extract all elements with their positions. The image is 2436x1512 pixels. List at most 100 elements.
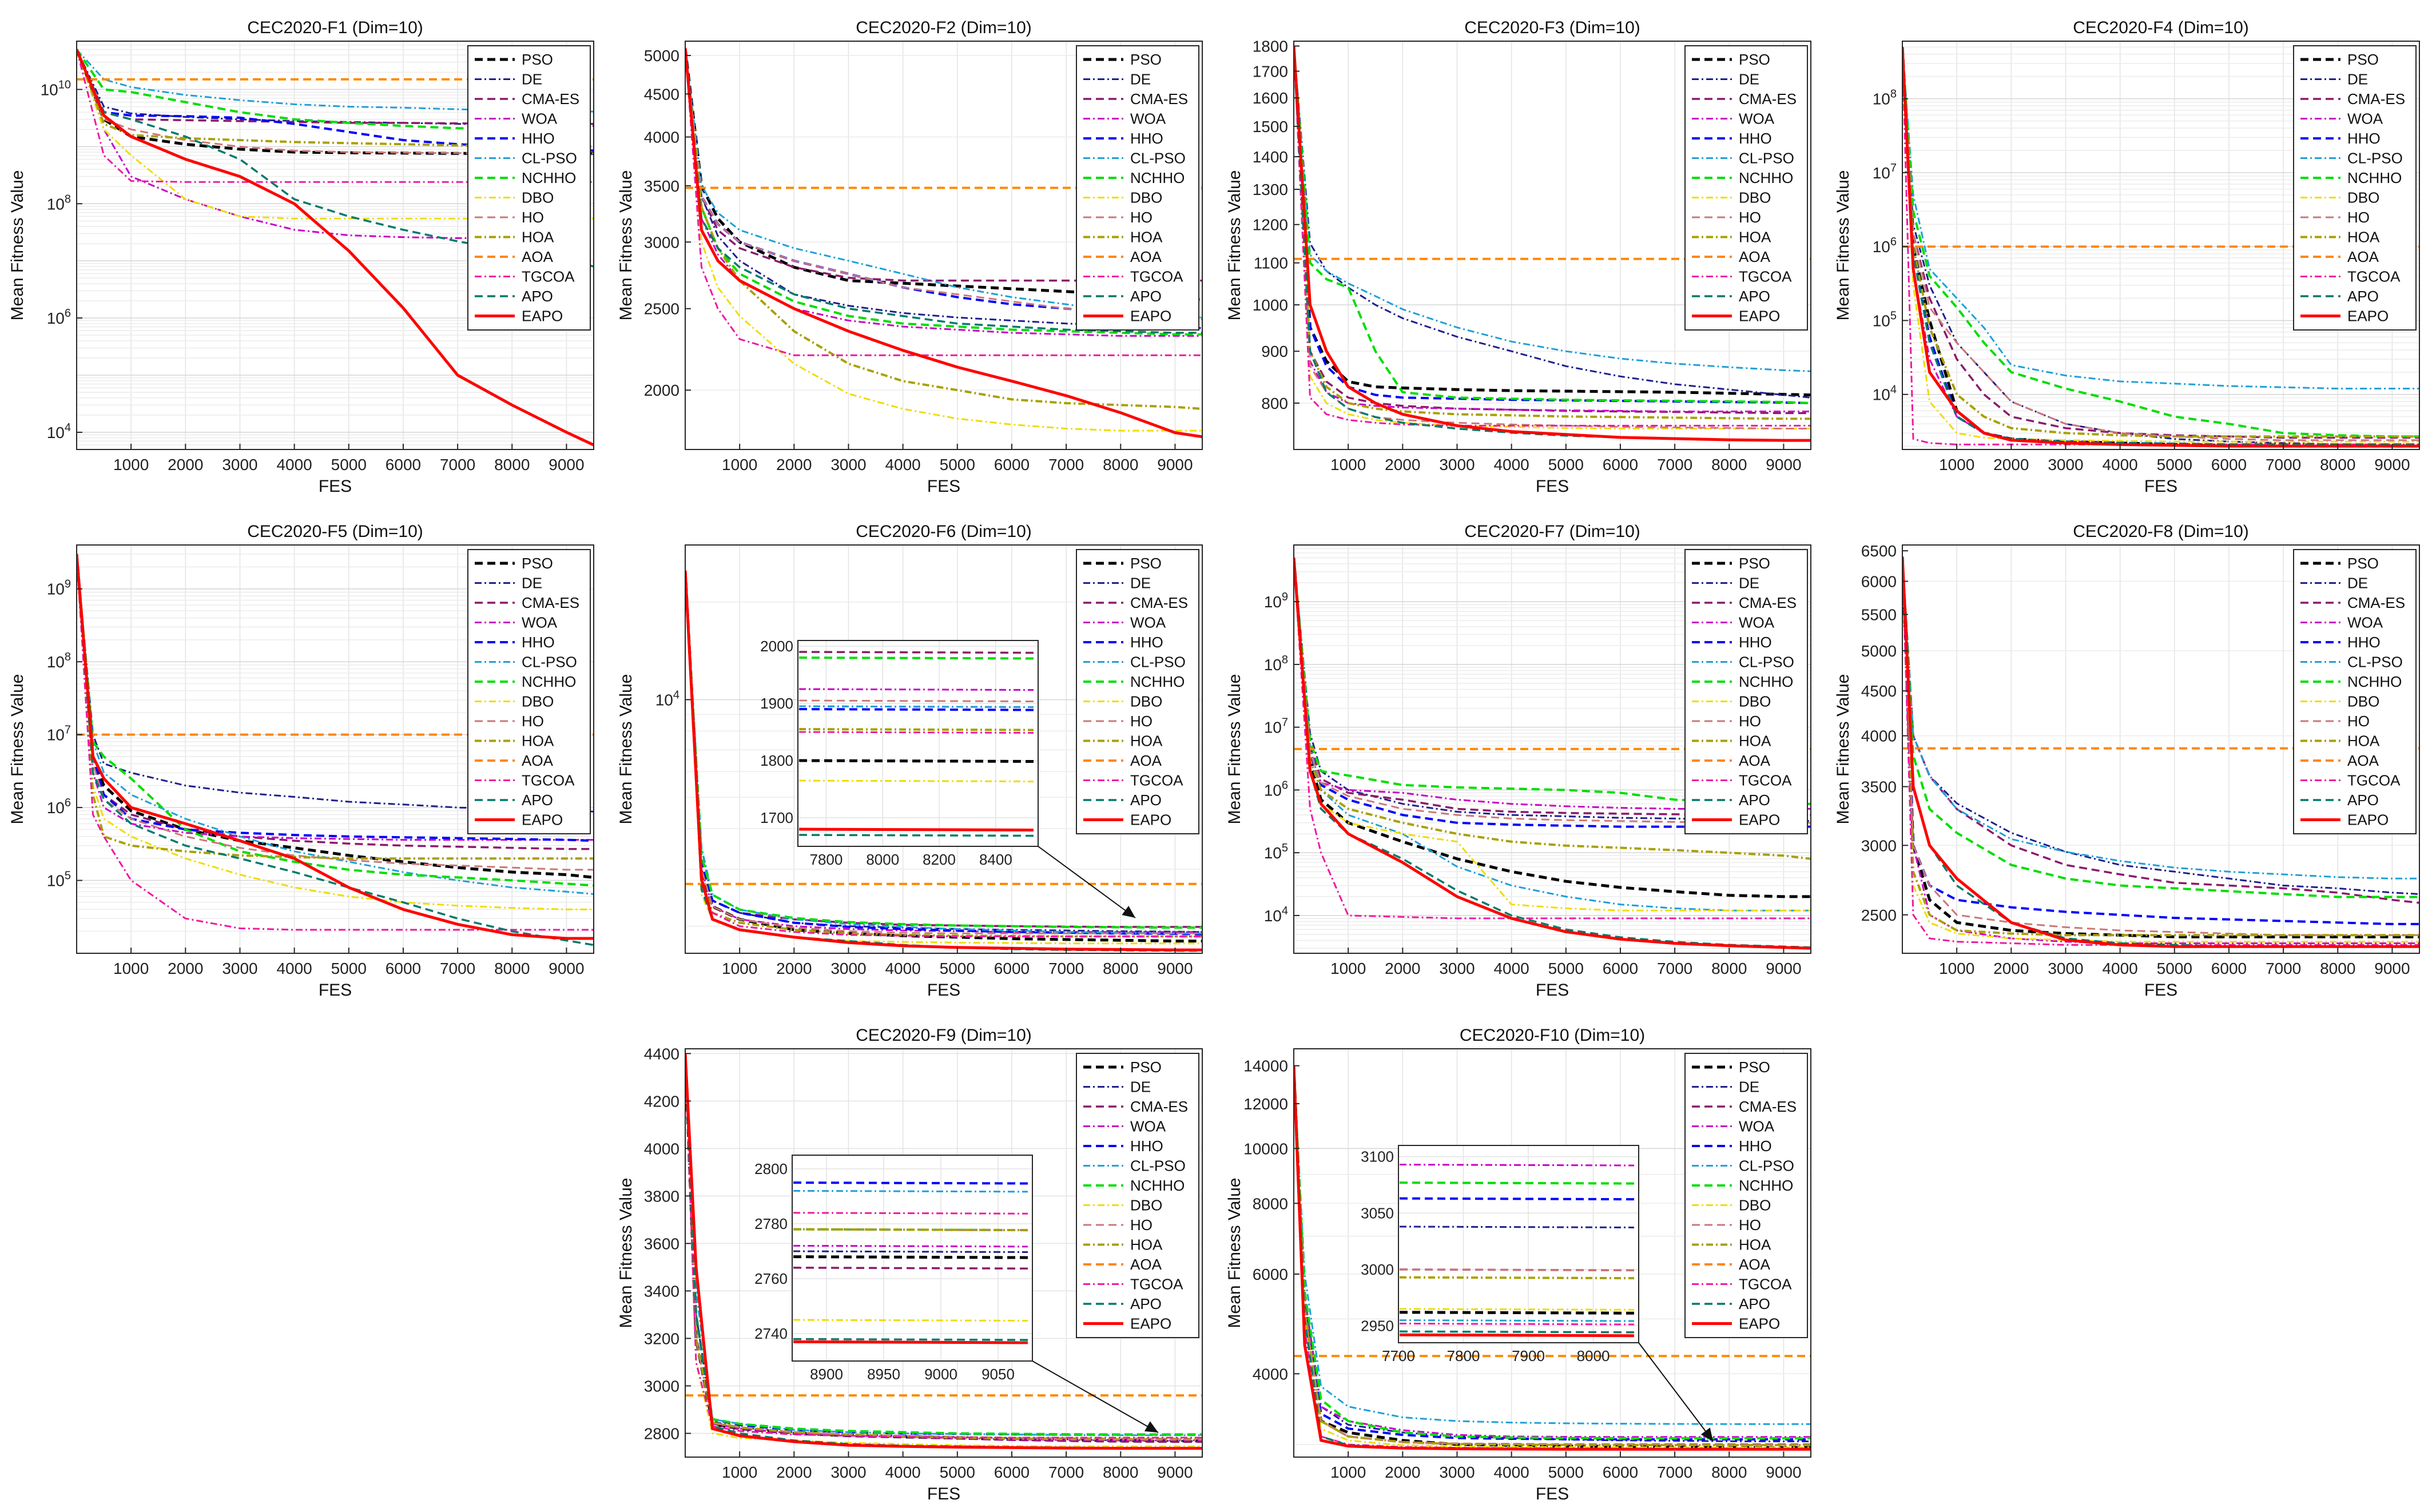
legend-label: WOA xyxy=(522,110,558,128)
legend-label: APO xyxy=(1130,791,1162,809)
inset-series-line-hho xyxy=(798,708,1034,711)
x-tick-label: 3000 xyxy=(1439,1463,1475,1481)
legend-label: WOA xyxy=(2347,614,2383,631)
x-tick-label: 8000 xyxy=(1103,456,1138,474)
legend-label: DE xyxy=(522,575,542,592)
x-tick-label: 9000 xyxy=(1766,960,1801,977)
x-tick-label: 8000 xyxy=(494,960,530,977)
legend-label: TGCOA xyxy=(1130,1276,1183,1293)
legend-label: TGCOA xyxy=(1739,1276,1792,1293)
legend-label: NCHHO xyxy=(1739,169,1793,186)
legend-label: HOA xyxy=(2347,733,2380,750)
y-tick-label: 3000 xyxy=(1861,837,1897,854)
x-tick-label: 2000 xyxy=(776,1463,812,1481)
series-line-cl-pso xyxy=(685,1053,1202,1437)
legend-label: APO xyxy=(522,288,553,305)
x-tick-label: 4000 xyxy=(276,456,312,474)
legend-label: HO xyxy=(1739,209,1761,226)
inset-y-tick-label: 2760 xyxy=(754,1270,788,1287)
series-group xyxy=(1294,46,1811,442)
legend-label: CMA-ES xyxy=(2347,90,2405,108)
x-tick-label: 5000 xyxy=(331,456,367,474)
y-tick-label: 4500 xyxy=(1861,682,1897,700)
series-line-eapo xyxy=(77,554,594,940)
y-tick-label: 6500 xyxy=(1861,542,1897,560)
inset-series-line-woa xyxy=(793,1244,1028,1248)
legend-box xyxy=(1076,549,1199,834)
series-line-ho xyxy=(1294,1065,1811,1446)
legend-label: CMA-ES xyxy=(2347,594,2405,611)
series-line-dbo xyxy=(1902,556,2419,943)
legend-label: CMA-ES xyxy=(1739,594,1797,611)
legend-label: DBO xyxy=(2347,693,2379,710)
legend-label: DBO xyxy=(1130,189,1162,206)
legend-label: CMA-ES xyxy=(522,594,579,611)
legend-label: HO xyxy=(2347,209,2370,226)
series-line-woa xyxy=(1294,558,1811,810)
x-tick-label: 6000 xyxy=(994,960,1030,977)
legend-label: TGCOA xyxy=(1130,772,1183,789)
series-line-hoa xyxy=(1902,47,2419,438)
inset-y-tick-label: 2780 xyxy=(754,1215,788,1232)
legend-box xyxy=(1684,45,1808,331)
legend-label: CMA-ES xyxy=(1130,594,1188,611)
inset-series-line-hoa xyxy=(798,728,1034,731)
legend-label: AOA xyxy=(522,248,554,265)
y-tick-label: 1600 xyxy=(1253,89,1288,107)
x-tick-label: 5000 xyxy=(940,960,975,977)
legend-label: TGCOA xyxy=(1130,268,1183,285)
legend-label: PSO xyxy=(1130,51,1162,68)
y-tick-label: 5500 xyxy=(1861,606,1897,623)
inset-series-line-dbo xyxy=(793,1319,1028,1322)
x-tick-label: 4000 xyxy=(885,960,920,977)
x-tick-label: 8000 xyxy=(1711,960,1747,977)
inset-arrow-line xyxy=(1032,1360,1159,1433)
series-line-de xyxy=(77,554,594,813)
inset-arrow-line xyxy=(1638,1342,1714,1442)
inset-series-line-tgcoa xyxy=(793,1212,1028,1215)
y-tick-label: 3800 xyxy=(644,1187,679,1205)
legend-label: DBO xyxy=(2347,189,2379,206)
x-tick-label: 1000 xyxy=(1330,960,1366,977)
inset-x-tick-label: 8900 xyxy=(810,1366,843,1383)
x-tick-label: 2000 xyxy=(1385,456,1420,474)
series-line-cma-es xyxy=(685,48,1202,282)
plot-frame xyxy=(76,41,594,450)
series-line-eapo xyxy=(1294,46,1811,442)
legend: PSO DE CMA-ES WOA HHO CL-PSO NCHHO DBO HO HOA AOA T… xyxy=(2293,45,2417,331)
x-tick-label: 9000 xyxy=(1157,960,1193,977)
legend: PSO DE CMA-ES WOA HHO CL-PSO NCHHO DBO HO HOA AOA T… xyxy=(467,45,591,331)
inset-series-line-hoa xyxy=(1399,1276,1635,1280)
plot-frame xyxy=(1293,544,1811,954)
y-tick-label: 1100 xyxy=(1254,254,1288,272)
inset-frame xyxy=(797,640,1039,847)
x-tick-label: 9000 xyxy=(549,456,584,474)
series-line-nchho xyxy=(685,570,1202,929)
legend-label: HOA xyxy=(522,733,554,750)
legend-label: DE xyxy=(1739,1079,1759,1096)
series-line-de xyxy=(1294,46,1811,399)
inset-series-line-woa xyxy=(798,688,1034,691)
legend-label: HHO xyxy=(1739,634,1772,651)
chart-title: CEC2020-F4 (Dim=10) xyxy=(2073,18,2249,37)
inset-series-line-ho xyxy=(798,699,1034,702)
legend-label: APO xyxy=(1739,791,1770,809)
y-axis-label: Mean Fitness Value xyxy=(1225,170,1244,321)
legend-label: CMA-ES xyxy=(522,90,579,108)
legend-label: APO xyxy=(1130,1295,1162,1312)
x-tick-label: 2000 xyxy=(1993,960,2029,977)
legend-label: DE xyxy=(1739,575,1759,592)
x-tick-label: 4000 xyxy=(1493,456,1529,474)
legend-label: APO xyxy=(522,791,553,809)
y-axis-label: Mean Fitness Value xyxy=(617,674,635,825)
y-tick-label: 14000 xyxy=(1243,1057,1288,1075)
inset-x-tick-label: 9050 xyxy=(981,1366,1015,1383)
x-axis-label: FES xyxy=(319,477,352,496)
y-tick-label: 3200 xyxy=(644,1330,679,1347)
legend-label: APO xyxy=(1739,288,1770,305)
legend-label: HHO xyxy=(1130,130,1163,147)
legend-label: NCHHO xyxy=(2347,673,2402,690)
y-tick-label: 1300 xyxy=(1253,181,1288,198)
y-tick-label: 104 xyxy=(1264,905,1288,925)
